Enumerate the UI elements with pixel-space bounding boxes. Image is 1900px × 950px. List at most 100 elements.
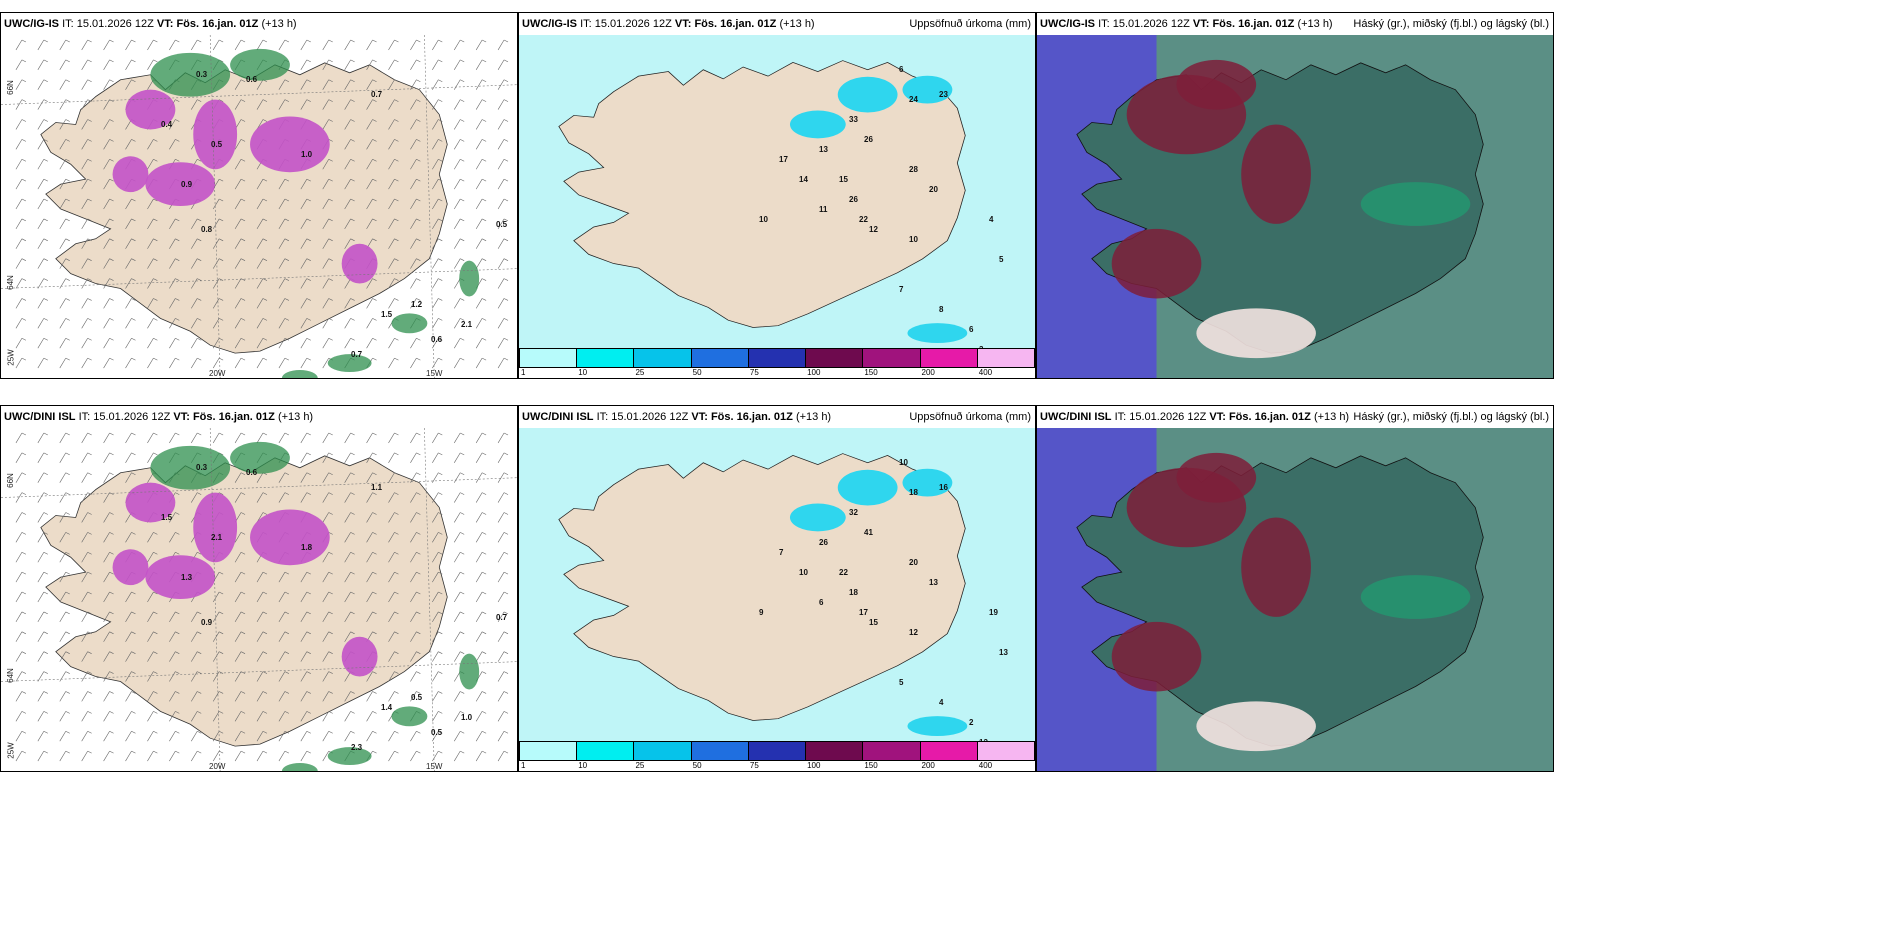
wind-barb (388, 671, 399, 682)
wind-barb (278, 651, 290, 662)
wind-barb (169, 611, 180, 623)
wind-barb (103, 39, 114, 51)
wind-barb (59, 512, 70, 523)
wind-barb (322, 591, 333, 603)
wind-barb (278, 432, 290, 444)
colorbar-tick: 100 (807, 368, 821, 377)
wind-barb (147, 730, 158, 742)
precip-heavy (837, 76, 898, 113)
wind-barb (59, 258, 70, 269)
wind-barb (37, 298, 48, 309)
rain-area (459, 260, 480, 297)
wind-barb (278, 198, 290, 210)
wind-barb (169, 357, 180, 369)
wind-barb (169, 432, 180, 444)
wind-barb (191, 432, 202, 444)
wind-barb (147, 218, 158, 230)
wind-barb (59, 611, 70, 623)
wind-barb (475, 99, 487, 110)
wind-barb (234, 651, 246, 662)
clear-area (1196, 701, 1316, 752)
wind-barb (322, 278, 333, 289)
wind-barb (256, 178, 268, 190)
wind-barb (278, 218, 290, 230)
wind-barb (475, 750, 487, 762)
wind-barb (410, 452, 421, 463)
wind-barb (59, 432, 70, 444)
wind-barb (497, 218, 509, 230)
wind-barb (410, 198, 421, 210)
wind-barb (300, 238, 311, 249)
wind-barb (366, 139, 377, 150)
wind-barb (300, 651, 311, 662)
wind-barb (59, 552, 70, 563)
wind-barb (37, 711, 48, 722)
wind-barb (322, 432, 333, 444)
wind-barb (410, 278, 421, 289)
wind-barb (388, 39, 399, 51)
wind-barb (497, 337, 509, 349)
wind-barb (410, 532, 421, 543)
wind-barb (103, 730, 114, 742)
wind-barb (169, 318, 180, 329)
wind-barb (81, 318, 92, 329)
wind-barb (103, 99, 114, 110)
wind-barb (300, 730, 311, 742)
wind-barb (256, 750, 268, 762)
wind-barb (432, 198, 443, 210)
wind-barb (234, 611, 246, 623)
wind-barb (300, 472, 311, 483)
wind-barb (366, 571, 377, 583)
wind-barb (432, 39, 443, 51)
wind-barb (300, 611, 311, 623)
wind-barb (37, 492, 48, 503)
wind-barb (59, 59, 70, 70)
colorbar-tick: 25 (635, 368, 645, 377)
wind-barb (300, 79, 311, 90)
wind-barb (432, 691, 443, 702)
wind-barb (125, 238, 136, 249)
wind-barb (366, 472, 377, 483)
wind-barb (234, 357, 246, 369)
wind-barb (278, 298, 290, 309)
wind-barb (475, 711, 487, 722)
colorbar-tick: 50 (692, 761, 702, 770)
wind-barb (15, 432, 27, 444)
wind-barb (453, 571, 465, 583)
wind-barb (103, 472, 114, 483)
wind-barb (15, 39, 27, 51)
wind-barb (147, 198, 158, 210)
wind-barb (125, 337, 136, 349)
colorbar-tick: 400 (978, 761, 993, 770)
wind-barb (366, 512, 377, 523)
wind-barb (322, 691, 333, 702)
wind-barb (475, 432, 487, 444)
wind-barb (366, 278, 377, 289)
wind-barb (344, 318, 355, 329)
wind-barb (234, 278, 246, 289)
wind-barb (234, 139, 246, 150)
wind-barb (475, 238, 487, 249)
precip-heavy (907, 716, 968, 737)
lon-label: 20W (209, 369, 226, 378)
wind-barb (212, 651, 224, 662)
wind-barb (497, 711, 509, 722)
wind-barb (453, 651, 465, 662)
wind-barb (388, 432, 399, 444)
precip-colorbar: 1 10 25 50 75 100 150 200 400 (519, 348, 1035, 378)
wind-barb (234, 79, 246, 90)
wind-barb (344, 238, 355, 249)
wind-barb (453, 492, 465, 503)
wind-barb (59, 711, 70, 722)
wind-barb (300, 298, 311, 309)
wind-barb (344, 39, 355, 51)
wind-barb (432, 452, 443, 463)
wind-barb (234, 591, 246, 603)
snow-area (125, 89, 176, 130)
wind-barb (475, 512, 487, 523)
wind-barb (37, 198, 48, 210)
wind-barb (191, 691, 202, 702)
wind-barb (300, 198, 311, 210)
wind-barb (497, 59, 509, 70)
wind-barb (234, 178, 246, 190)
